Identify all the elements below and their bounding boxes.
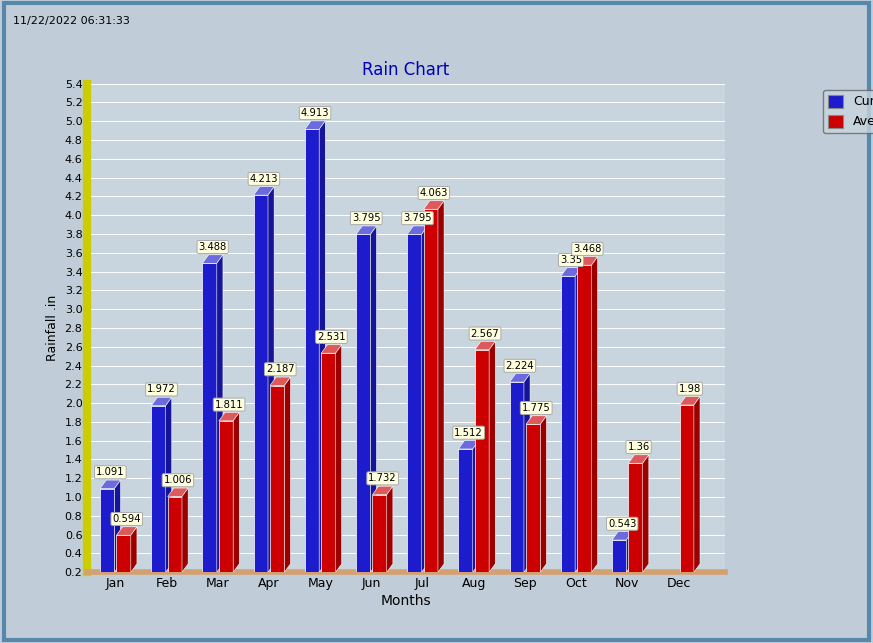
Polygon shape: [475, 341, 495, 350]
Polygon shape: [592, 257, 598, 572]
Text: 3.35: 3.35: [560, 255, 582, 265]
Text: 3.468: 3.468: [574, 244, 601, 254]
Polygon shape: [643, 455, 649, 572]
Polygon shape: [203, 255, 223, 263]
Polygon shape: [168, 488, 189, 496]
Bar: [612, 540, 626, 572]
Text: 1.732: 1.732: [368, 473, 397, 484]
Polygon shape: [166, 397, 172, 572]
Bar: [116, 535, 131, 572]
Polygon shape: [268, 186, 274, 572]
Polygon shape: [540, 416, 546, 572]
Polygon shape: [254, 186, 274, 195]
Text: 2.224: 2.224: [505, 361, 534, 371]
Bar: [305, 129, 320, 572]
Polygon shape: [270, 377, 291, 386]
Bar: [254, 195, 268, 572]
Polygon shape: [575, 267, 581, 572]
Title: Rain Chart: Rain Chart: [362, 61, 450, 79]
Polygon shape: [321, 345, 341, 353]
Polygon shape: [131, 527, 137, 572]
Polygon shape: [526, 416, 546, 424]
Text: 1.972: 1.972: [148, 385, 175, 394]
Bar: [219, 421, 233, 572]
Bar: [407, 235, 422, 572]
Bar: [203, 263, 217, 572]
Bar: [373, 494, 387, 572]
Text: 11/22/2022 06:31:33: 11/22/2022 06:31:33: [13, 16, 130, 26]
Polygon shape: [320, 121, 326, 572]
Y-axis label: Rainfall .in: Rainfall .in: [46, 294, 59, 361]
Text: 2.187: 2.187: [266, 365, 294, 374]
Bar: [475, 350, 489, 572]
Polygon shape: [335, 345, 341, 572]
Polygon shape: [510, 374, 530, 382]
Polygon shape: [560, 267, 581, 276]
Bar: [151, 406, 166, 572]
Polygon shape: [356, 226, 376, 235]
Bar: [270, 386, 285, 572]
Text: 1.512: 1.512: [454, 428, 483, 438]
Text: 3.795: 3.795: [403, 213, 432, 223]
Bar: [168, 496, 182, 572]
Polygon shape: [370, 226, 376, 572]
Text: 4.063: 4.063: [420, 188, 448, 198]
Text: 1.811: 1.811: [215, 399, 244, 410]
Text: 1.091: 1.091: [96, 467, 125, 477]
Text: 1.98: 1.98: [678, 384, 701, 394]
Text: 1.006: 1.006: [163, 475, 192, 485]
Text: 2.531: 2.531: [317, 332, 346, 342]
Polygon shape: [151, 397, 172, 406]
Bar: [560, 276, 575, 572]
Polygon shape: [114, 480, 120, 572]
Polygon shape: [694, 397, 700, 572]
Polygon shape: [217, 255, 223, 572]
Polygon shape: [458, 440, 479, 449]
Bar: [577, 265, 592, 572]
Bar: [679, 405, 694, 572]
Text: 3.488: 3.488: [198, 242, 227, 252]
Bar: [526, 424, 540, 572]
Bar: [423, 209, 438, 572]
Bar: [356, 235, 370, 572]
Text: 0.594: 0.594: [113, 514, 141, 524]
Polygon shape: [629, 455, 649, 463]
Polygon shape: [422, 226, 428, 572]
Polygon shape: [182, 488, 189, 572]
X-axis label: Months: Months: [381, 594, 431, 608]
Bar: [100, 489, 114, 572]
Polygon shape: [612, 532, 632, 540]
Polygon shape: [679, 397, 700, 405]
Polygon shape: [626, 532, 632, 572]
Bar: [458, 449, 473, 572]
Polygon shape: [473, 440, 479, 572]
Polygon shape: [524, 374, 530, 572]
Text: 3.795: 3.795: [352, 213, 381, 223]
Text: 1.36: 1.36: [628, 442, 650, 452]
Legend: Current, Average: Current, Average: [823, 90, 873, 133]
Text: 0.543: 0.543: [608, 519, 636, 529]
Text: 2.567: 2.567: [471, 329, 499, 339]
Polygon shape: [387, 486, 393, 572]
Polygon shape: [438, 201, 444, 572]
Polygon shape: [116, 527, 137, 535]
Polygon shape: [423, 201, 444, 209]
Polygon shape: [100, 480, 120, 489]
Polygon shape: [489, 341, 495, 572]
Polygon shape: [285, 377, 291, 572]
Polygon shape: [407, 226, 428, 235]
Bar: [510, 382, 524, 572]
Polygon shape: [219, 412, 239, 421]
Bar: [629, 463, 643, 572]
Text: 4.913: 4.913: [301, 108, 329, 118]
Text: 4.213: 4.213: [250, 174, 278, 184]
Text: 1.775: 1.775: [522, 403, 551, 413]
Polygon shape: [373, 486, 393, 494]
Polygon shape: [233, 412, 239, 572]
Polygon shape: [305, 121, 326, 129]
Polygon shape: [577, 257, 598, 265]
Bar: [321, 353, 335, 572]
